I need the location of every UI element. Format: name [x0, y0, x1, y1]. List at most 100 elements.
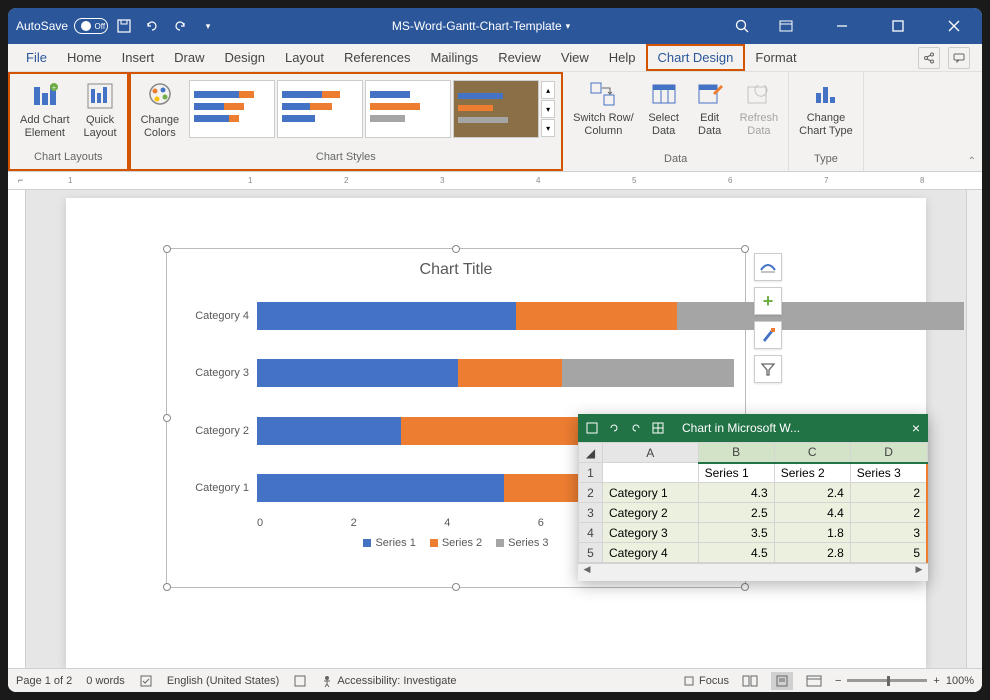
ds-undo-icon[interactable]	[608, 422, 620, 434]
resize-handle[interactable]	[163, 414, 171, 422]
zoom-slider[interactable]	[847, 679, 927, 682]
data-cell[interactable]: 3	[850, 523, 927, 543]
chart-styles-icon[interactable]	[754, 321, 782, 349]
data-cell[interactable]: Category 1	[603, 483, 699, 503]
legend-item[interactable]: Series 3	[496, 537, 548, 549]
data-cell[interactable]: 2.5	[698, 503, 774, 523]
datasheet-titlebar[interactable]: Chart in Microsoft W... ×	[578, 414, 928, 442]
maximize-button[interactable]	[878, 12, 918, 40]
tab-insert[interactable]: Insert	[112, 44, 165, 71]
chart-filters-icon[interactable]	[754, 355, 782, 383]
ruler-vertical[interactable]	[8, 190, 26, 668]
header-cell[interactable]	[603, 463, 699, 483]
tab-review[interactable]: Review	[488, 44, 551, 71]
tab-format[interactable]: Format	[745, 44, 806, 71]
datasheet-grid[interactable]: ◢ABCD1Series 1Series 2Series 32Category …	[578, 442, 928, 563]
status-language[interactable]: English (United States)	[167, 675, 280, 687]
bar-segment[interactable]	[458, 359, 562, 387]
read-mode-icon[interactable]	[739, 672, 761, 690]
row-header[interactable]: 5	[579, 543, 603, 563]
qat-dropdown-icon[interactable]: ▾	[200, 18, 216, 34]
column-header[interactable]: D	[850, 443, 927, 463]
ruler-horizontal[interactable]: ⌐ 1 1 2 3 4 5 6 7 8	[8, 172, 982, 190]
bar-segment[interactable]	[257, 302, 516, 330]
collapse-ribbon-icon[interactable]: ⌃	[968, 156, 976, 167]
bar-segment[interactable]	[562, 359, 735, 387]
ribbon-display-icon[interactable]	[766, 12, 806, 40]
status-words[interactable]: 0 words	[86, 675, 125, 687]
autosave-toggle[interactable]: AutoSave Off	[16, 18, 108, 34]
data-cell[interactable]: 4.3	[698, 483, 774, 503]
resize-handle[interactable]	[741, 245, 749, 253]
ds-save-icon[interactable]	[586, 422, 598, 434]
style-thumb-1[interactable]	[189, 80, 275, 138]
data-cell[interactable]: 4.5	[698, 543, 774, 563]
tab-file[interactable]: File	[16, 44, 57, 71]
bar-segment[interactable]	[257, 474, 504, 502]
header-cell[interactable]: Series 2	[774, 463, 850, 483]
zoom-in-icon[interactable]: +	[933, 675, 939, 687]
search-icon[interactable]	[734, 18, 750, 34]
row-header[interactable]: 1	[579, 463, 603, 483]
close-button[interactable]	[934, 12, 974, 40]
focus-button[interactable]: Focus	[683, 675, 729, 687]
ds-grid-icon[interactable]	[652, 422, 664, 434]
datasheet-window[interactable]: Chart in Microsoft W... × ◢ABCD1Series 1…	[578, 414, 928, 581]
undo-icon[interactable]	[144, 18, 160, 34]
legend-item[interactable]: Series 1	[363, 537, 415, 549]
layout-options-icon[interactable]	[754, 253, 782, 281]
legend-item[interactable]: Series 2	[430, 537, 482, 549]
tab-home[interactable]: Home	[57, 44, 112, 71]
switch-row-column-button[interactable]: Switch Row/ Column	[567, 74, 640, 142]
datasheet-close-icon[interactable]: ×	[912, 420, 920, 436]
bar-segment[interactable]	[257, 417, 401, 445]
bar-row[interactable]	[257, 302, 964, 330]
select-data-button[interactable]: Select Data	[642, 74, 686, 142]
data-cell[interactable]: Category 4	[603, 543, 699, 563]
column-header[interactable]: C	[774, 443, 850, 463]
tab-help[interactable]: Help	[599, 44, 646, 71]
column-header[interactable]: B	[698, 443, 774, 463]
data-cell[interactable]: 2	[850, 483, 927, 503]
resize-handle[interactable]	[452, 583, 460, 591]
status-page[interactable]: Page 1 of 2	[16, 675, 72, 687]
quick-layout-button[interactable]: Quick Layout	[78, 76, 123, 144]
share-icon[interactable]	[918, 47, 940, 69]
gallery-more-icon[interactable]: ▾	[541, 119, 555, 137]
refresh-data-button[interactable]: Refresh Data	[734, 74, 785, 142]
document-title[interactable]: MS-Word-Gantt-Chart-Template ▾	[228, 19, 734, 33]
data-cell[interactable]: 4.4	[774, 503, 850, 523]
vertical-scrollbar[interactable]	[966, 190, 982, 668]
spellcheck-icon[interactable]	[139, 674, 153, 688]
gallery-down-icon[interactable]: ▾	[541, 100, 555, 118]
tab-mailings[interactable]: Mailings	[421, 44, 489, 71]
web-layout-icon[interactable]	[803, 672, 825, 690]
tab-view[interactable]: View	[551, 44, 599, 71]
data-cell[interactable]: 5	[850, 543, 927, 563]
row-header[interactable]: 4	[579, 523, 603, 543]
data-cell[interactable]: 1.8	[774, 523, 850, 543]
chart-title[interactable]: Chart Title	[167, 249, 745, 287]
redo-icon[interactable]	[172, 18, 188, 34]
style-thumb-3[interactable]	[365, 80, 451, 138]
gallery-up-icon[interactable]: ▴	[541, 81, 555, 99]
chart-styles-gallery[interactable]: ▴ ▾ ▾	[187, 76, 557, 142]
tab-chart-design[interactable]: Chart Design	[646, 44, 746, 71]
resize-handle[interactable]	[741, 583, 749, 591]
add-chart-element-button[interactable]: + Add Chart Element	[14, 76, 76, 144]
tab-design[interactable]: Design	[215, 44, 275, 71]
data-cell[interactable]: 2	[850, 503, 927, 523]
bar-segment[interactable]	[677, 302, 965, 330]
row-header[interactable]: 3	[579, 503, 603, 523]
row-header[interactable]: 2	[579, 483, 603, 503]
data-cell[interactable]: Category 3	[603, 523, 699, 543]
resize-handle[interactable]	[163, 583, 171, 591]
datasheet-scrollbar[interactable]: ◀▶	[578, 563, 928, 581]
zoom-control[interactable]: − + 100%	[835, 675, 974, 687]
bar-segment[interactable]	[516, 302, 677, 330]
header-cell[interactable]: Series 3	[850, 463, 927, 483]
select-all-cell[interactable]: ◢	[579, 443, 603, 463]
bar-row[interactable]	[257, 359, 734, 387]
header-cell[interactable]: Series 1	[698, 463, 774, 483]
style-thumb-4[interactable]	[453, 80, 539, 138]
